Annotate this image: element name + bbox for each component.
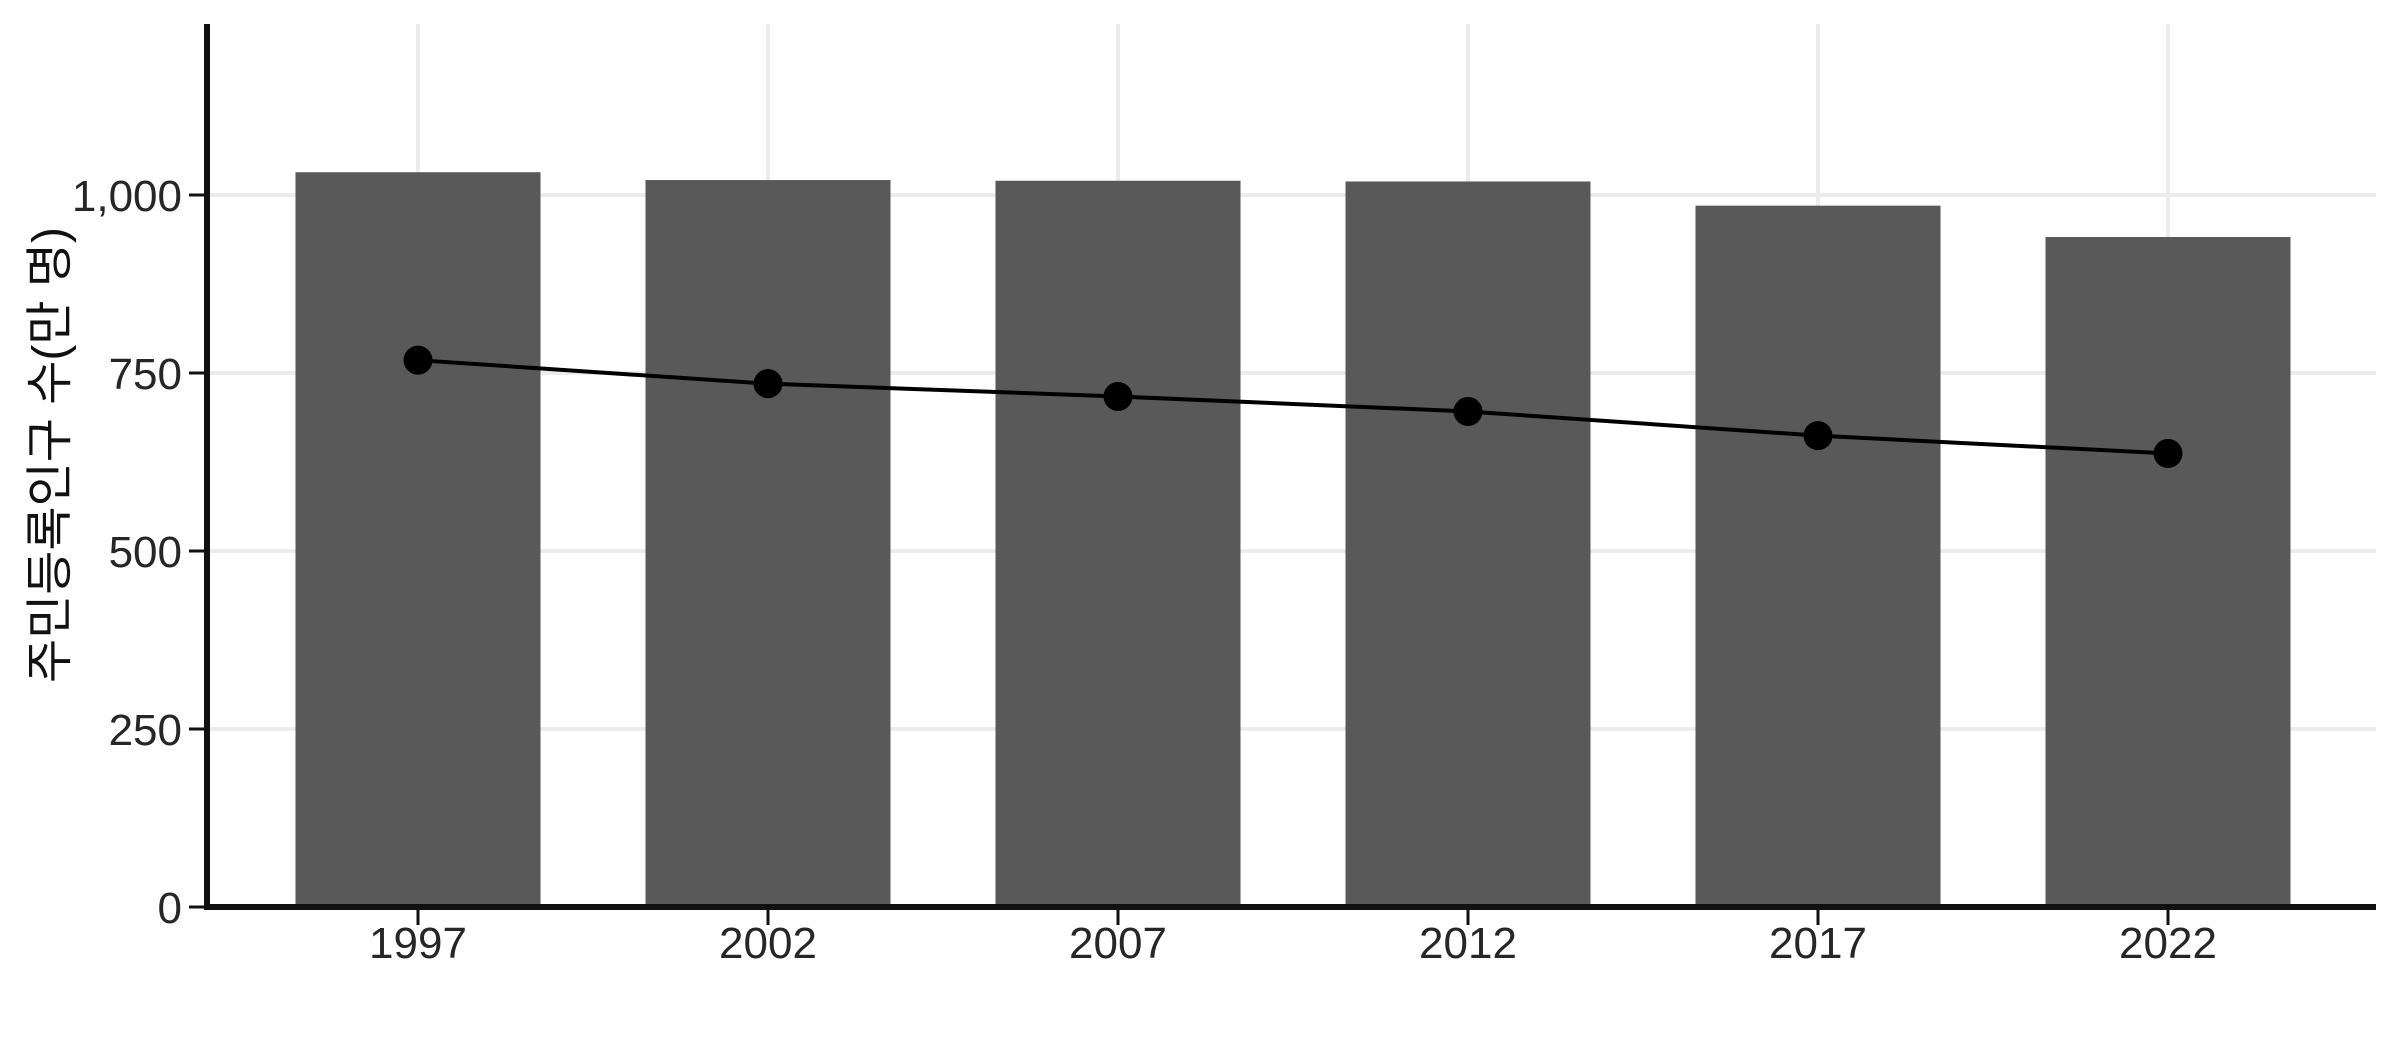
line-series-point <box>403 345 433 375</box>
x-tick-mark <box>766 910 770 925</box>
horizontal-gridline <box>207 371 2376 375</box>
x-tick-label: 2007 <box>1069 919 1167 968</box>
x-tick-label: 2012 <box>1419 919 1517 968</box>
x-tick-mark <box>1466 910 1470 925</box>
x-tick-label: 2002 <box>719 919 817 968</box>
bar <box>995 180 1241 907</box>
x-tick-mark <box>2166 910 2170 925</box>
horizontal-gridline <box>207 727 2376 731</box>
y-tick-mark <box>189 371 204 375</box>
x-tick-label: 2017 <box>1769 919 1867 968</box>
y-axis-title: 주민등록인구 수(만 명) <box>24 227 77 683</box>
horizontal-gridline <box>207 549 2376 553</box>
y-tick-label: 750 <box>109 350 182 399</box>
bar <box>1695 205 1941 907</box>
x-tick-mark <box>416 910 420 925</box>
x-axis-line <box>204 904 2376 910</box>
line-series-point <box>2153 438 2183 468</box>
bar <box>645 180 891 908</box>
bar <box>295 172 541 907</box>
y-tick-mark <box>189 905 204 909</box>
y-tick-label: 0 <box>158 884 182 933</box>
line-series-point <box>753 369 783 399</box>
y-tick-label: 250 <box>109 706 182 755</box>
horizontal-gridline <box>207 193 2376 197</box>
x-tick-label: 2022 <box>2119 919 2217 968</box>
y-tick-mark <box>189 727 204 731</box>
line-series-path <box>417 358 2169 456</box>
line-series-point <box>1803 421 1833 451</box>
y-tick-label: 1,000 <box>72 172 182 221</box>
line-series-point <box>1453 396 1483 426</box>
bar <box>2045 237 2291 907</box>
y-tick-label: 500 <box>109 528 182 577</box>
y-tick-mark <box>189 193 204 197</box>
line-series-point <box>1103 381 1133 411</box>
x-tick-mark <box>1816 910 1820 925</box>
y-axis-line <box>204 24 210 910</box>
x-tick-mark <box>1116 910 1120 925</box>
y-tick-mark <box>189 549 204 553</box>
bar <box>1345 181 1591 908</box>
x-tick-label: 1997 <box>369 919 467 968</box>
